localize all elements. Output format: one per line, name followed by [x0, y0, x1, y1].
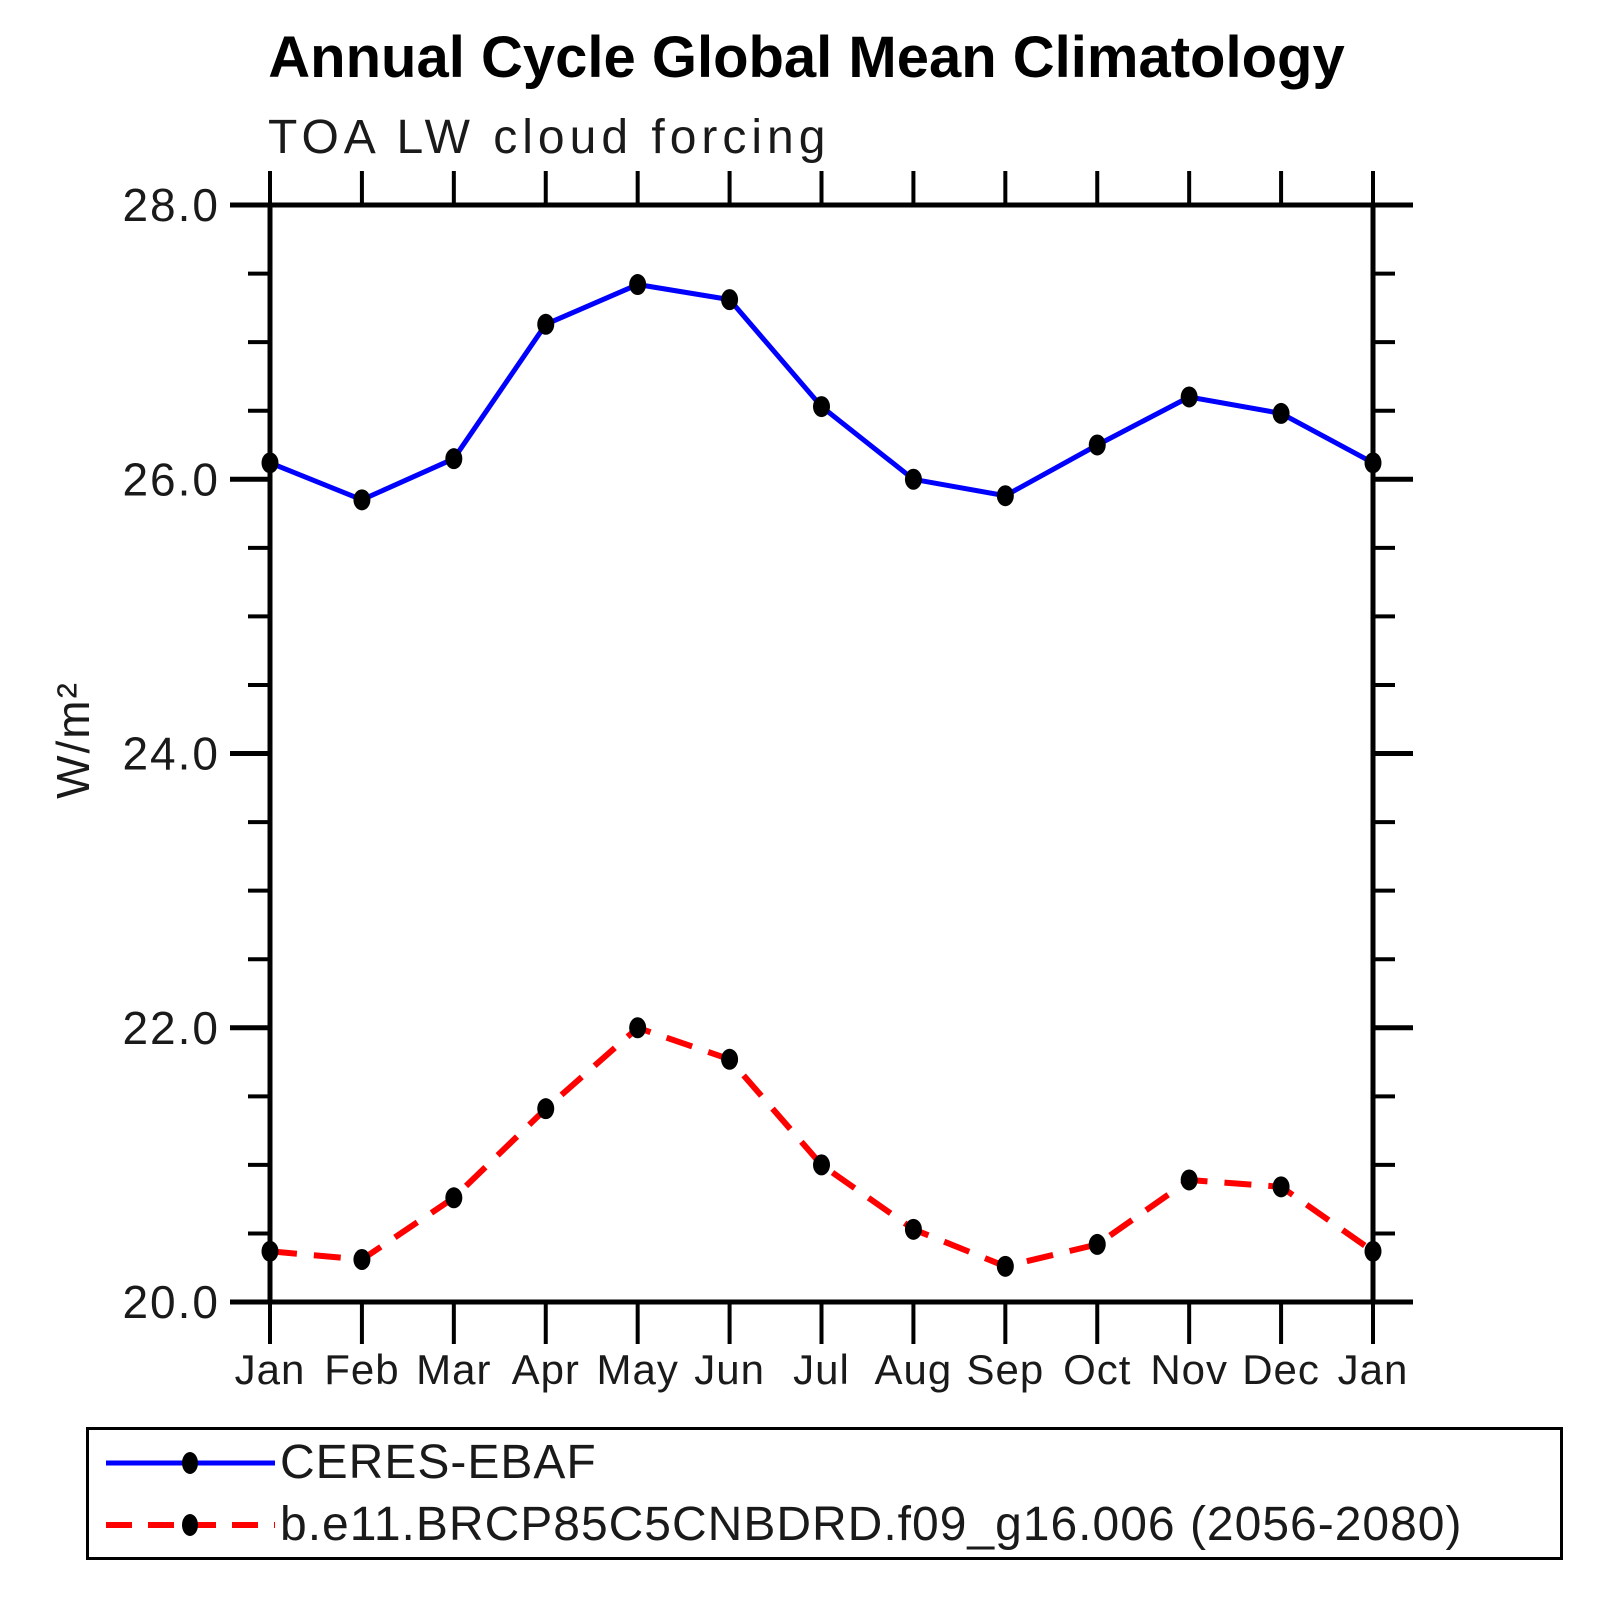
data-point-ceres-ebaf — [721, 289, 739, 311]
x-axis-tick-label: Nov — [1150, 1346, 1228, 1393]
data-point-model-run — [813, 1154, 830, 1176]
legend-line-sample-solid — [106, 1451, 275, 1474]
legend-item-ceres-ebaf: CERES-EBAF — [103, 1436, 1560, 1490]
data-point-ceres-ebaf — [1272, 402, 1290, 424]
legend-line-sample-dashed — [106, 1513, 275, 1536]
data-point-model-run — [996, 1255, 1014, 1277]
data-point-model-run — [629, 1017, 647, 1039]
x-axis-tick-label: May — [596, 1346, 678, 1393]
legend-marker-dot — [182, 1513, 198, 1536]
x-axis-tick-label: Feb — [324, 1346, 399, 1393]
data-point-ceres-ebaf — [904, 468, 922, 490]
x-axis-tick-label: Dec — [1242, 1346, 1320, 1393]
y-axis-tick-label: 22.0 — [122, 1002, 220, 1054]
y-axis-tick-label: 20.0 — [122, 1276, 220, 1328]
data-point-model-run — [721, 1048, 739, 1070]
x-axis-tick-label: Jul — [793, 1346, 850, 1393]
chart-title: Annual Cycle Global Mean Climatology — [268, 25, 1345, 90]
x-axis-tick-label: Jan — [235, 1346, 306, 1393]
legend-item-model-run: b.e11.BRCP85C5CNBDRD.f09_g16.006 (2056-2… — [103, 1498, 1560, 1552]
data-point-model-run — [904, 1218, 922, 1240]
x-axis-tick-label: Jan — [1338, 1346, 1409, 1393]
x-axis-tick-label: Sep — [966, 1346, 1044, 1393]
legend-label-model-run: b.e11.BRCP85C5CNBDRD.f09_g16.006 (2056-2… — [280, 1498, 1463, 1551]
y-axis-tick-label: 28.0 — [122, 179, 220, 231]
data-point-ceres-ebaf — [1180, 386, 1198, 408]
x-axis-tick-label: Mar — [416, 1346, 491, 1393]
data-point-model-run — [1272, 1176, 1290, 1198]
plot-frame — [267, 202, 1376, 1305]
data-point-ceres-ebaf — [1088, 434, 1106, 456]
data-point-ceres-ebaf — [261, 452, 279, 474]
x-axis-tick-label: Aug — [875, 1346, 953, 1393]
data-point-model-run — [445, 1187, 463, 1209]
y-axis-tick-label: 26.0 — [122, 453, 220, 505]
data-point-model-run — [261, 1240, 279, 1262]
legend-marker-dot — [182, 1451, 198, 1474]
data-point-ceres-ebaf — [1364, 452, 1382, 474]
data-point-model-run — [1364, 1240, 1382, 1262]
data-point-ceres-ebaf — [629, 274, 647, 296]
x-axis-tick-label: Jun — [694, 1346, 765, 1393]
data-point-model-run — [537, 1098, 555, 1120]
data-point-ceres-ebaf — [996, 485, 1014, 507]
data-point-model-run — [353, 1248, 371, 1270]
data-point-ceres-ebaf — [353, 489, 371, 511]
legend: CERES-EBAF b.e11.BRCP85C5CNBDRD.f09_g16.… — [86, 1427, 1563, 1560]
y-axis-tick-label: 24.0 — [122, 728, 220, 780]
data-point-model-run — [1180, 1169, 1198, 1191]
chart-subtitle: TOA LW cloud forcing — [268, 111, 831, 164]
data-point-model-run — [1088, 1233, 1106, 1255]
x-axis-tick-label: Apr — [512, 1346, 580, 1393]
x-axis-tick-label: Oct — [1063, 1346, 1131, 1393]
legend-label-ceres-ebaf: CERES-EBAF — [280, 1436, 597, 1489]
data-point-ceres-ebaf — [445, 448, 463, 470]
series-line-ceres-ebaf — [269, 281, 1375, 503]
data-point-ceres-ebaf — [813, 396, 830, 418]
series-line-model-run — [269, 1024, 1375, 1270]
data-point-ceres-ebaf — [537, 313, 555, 335]
